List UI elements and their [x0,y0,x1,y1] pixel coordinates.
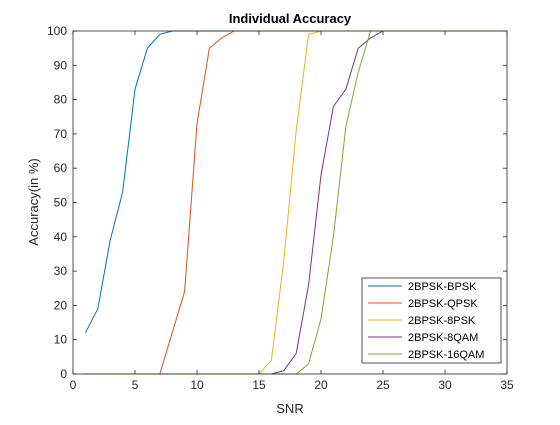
x-axis-label: SNR [276,401,303,416]
x-tick-label: 25 [376,378,390,392]
y-tick-label: 80 [54,93,68,107]
y-axis-label: Accuracy(in %) [26,158,41,245]
series-line-4 [85,30,507,375]
x-tick-label: 35 [500,378,514,392]
y-tick-label: 70 [54,127,68,141]
legend-entry: 2BPSK-8PSK [408,315,476,327]
y-tick-label: 40 [54,230,68,244]
series-line-3 [85,30,507,375]
x-tick-label: 10 [190,378,204,392]
x-tick-label: 5 [132,378,139,392]
y-tick-label: 10 [54,333,68,347]
axis-ticks: 0 5 10 15 20 25 30 35 0 10 20 30 40 50 60 70 80 90 100 [47,24,514,392]
chart-title: Individual Accuracy [229,11,352,26]
x-tick-label: 20 [314,378,328,392]
x-tick-label: 30 [438,378,452,392]
legend-entry: 2BPSK-16QAM [408,349,484,361]
y-tick-label: 100 [47,24,67,38]
x-tick-label: 0 [70,378,77,392]
y-tick-label: 60 [54,161,68,175]
x-tick-label: 15 [252,378,266,392]
legend-entry: 2BPSK-QPSK [408,298,478,310]
y-tick-label: 30 [54,264,68,278]
legend: 2BPSK-BPSK 2BPSK-QPSK 2BPSK-8PSK 2BPSK-8QAM… [361,277,502,364]
y-tick-label: 50 [54,196,68,210]
y-tick-label: 0 [60,367,67,381]
y-tick-label: 90 [54,58,68,72]
legend-entry: 2BPSK-BPSK [408,281,477,293]
legend-entry: 2BPSK-8QAM [408,332,478,344]
y-tick-label: 20 [54,298,68,312]
